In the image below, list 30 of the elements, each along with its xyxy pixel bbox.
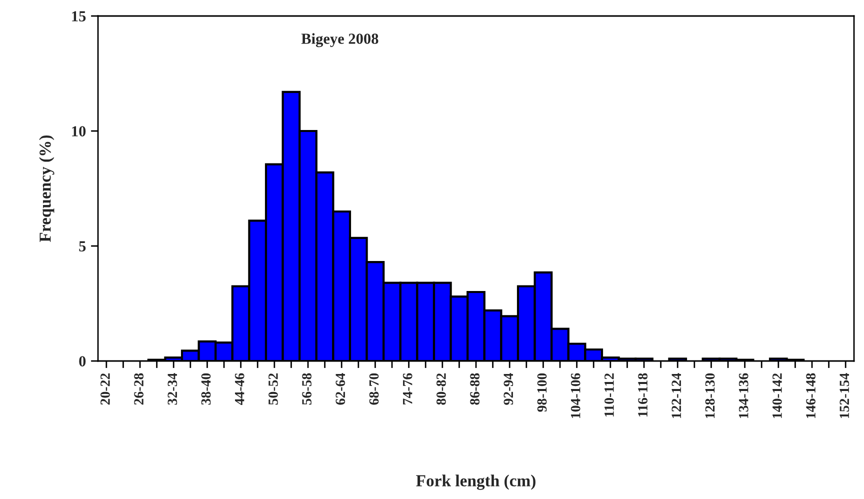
- x-tick-label: 44-46: [234, 373, 244, 406]
- x-tick-label: 152-154: [840, 373, 850, 418]
- x-tick-label: 110-112: [604, 373, 614, 416]
- x-tick-label: 38-40: [201, 373, 211, 405]
- x-tick-label: 86-88: [470, 373, 480, 405]
- x-tick-label: 56-58: [302, 373, 312, 405]
- x-tick-label: 128-130: [705, 373, 715, 418]
- x-tick-label: 116-118: [638, 373, 648, 416]
- x-tick-label: 80-82: [436, 373, 446, 405]
- y-tick-label: 0: [79, 356, 86, 366]
- x-axis-title: Fork length (cm): [416, 474, 536, 490]
- x-tick-label: 26-28: [134, 373, 144, 405]
- x-tick-label: 122-124: [672, 373, 681, 418]
- x-tick-label: 32-34: [168, 373, 178, 405]
- x-tick-label: 104-106: [570, 373, 580, 418]
- y-tick-label: 5: [79, 241, 86, 252]
- x-tick-label: 50-52: [268, 373, 278, 405]
- x-tick-label: 20-22: [100, 373, 110, 405]
- x-tick-label: 62-64: [336, 373, 346, 405]
- x-tick-label: 98-100: [537, 373, 547, 412]
- x-tick-label: 74-76: [402, 373, 412, 404]
- text: Bigeye 2008: [301, 33, 378, 48]
- x-tick-label: 146-148: [806, 373, 816, 418]
- x-tick-label: 140-142: [772, 373, 782, 418]
- y-tick-label: 15: [72, 11, 86, 22]
- x-tick-label: 92-94: [504, 373, 514, 405]
- x-tick-label: 68-70: [369, 373, 379, 405]
- y-tick-label: 10: [72, 126, 86, 136]
- x-tick-label: 134-136: [738, 373, 748, 418]
- y-axis-title: Frequency (%): [39, 135, 54, 242]
